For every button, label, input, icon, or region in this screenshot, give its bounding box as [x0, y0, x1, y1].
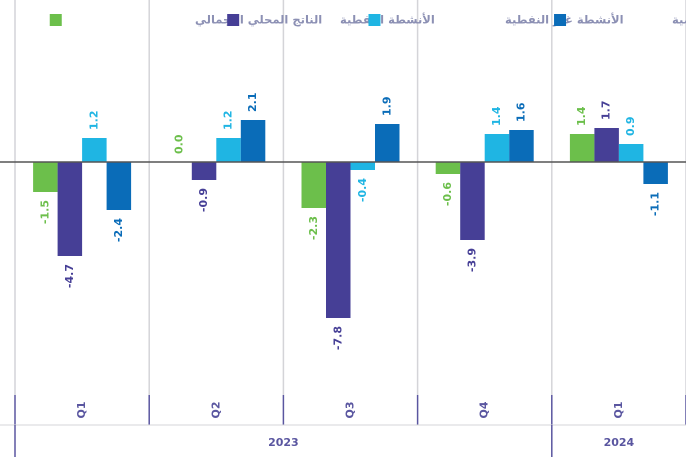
value-label: 1.7	[600, 101, 613, 121]
x-tick-label: Q1	[612, 401, 625, 418]
bar	[484, 134, 510, 162]
year-label: 2023	[268, 436, 299, 449]
value-label: 1.2	[87, 111, 100, 131]
value-label: -3.9	[465, 248, 478, 272]
x-tick-label: Q1	[75, 401, 88, 418]
value-label: 0.0	[173, 134, 186, 154]
bar	[375, 124, 400, 162]
value-label: 1.4	[490, 106, 503, 126]
value-label: -4.7	[63, 264, 76, 288]
legend-swatch	[554, 14, 567, 26]
bar	[326, 162, 351, 318]
legend-label: الأنشطة النفطية	[340, 13, 435, 27]
value-label: -0.6	[441, 182, 454, 206]
value-label: 1.9	[380, 97, 393, 117]
value-label: -0.4	[356, 178, 369, 202]
legend-swatch	[368, 14, 381, 26]
value-label: -2.4	[112, 218, 125, 242]
bar	[33, 162, 58, 192]
bar	[301, 162, 326, 208]
value-label: -1.1	[649, 192, 662, 216]
value-label: 1.4	[575, 106, 588, 126]
bar	[82, 138, 107, 162]
bar	[594, 128, 619, 162]
bar	[106, 162, 132, 210]
x-tick-label: Q2	[209, 401, 222, 418]
x-tick-label: Q3	[344, 401, 357, 418]
bar	[350, 162, 375, 170]
value-label: 1.2	[222, 111, 235, 131]
bar	[569, 134, 595, 162]
bar	[216, 138, 241, 162]
legend-swatch	[227, 14, 240, 26]
bar	[435, 162, 461, 174]
x-tick-label: Q4	[478, 401, 491, 418]
year-label: 2024	[604, 436, 635, 449]
legend-swatch	[49, 14, 62, 26]
value-label: -1.5	[38, 200, 51, 224]
value-label: 0.9	[624, 117, 637, 137]
bar	[460, 162, 485, 240]
value-label: 2.1	[246, 93, 259, 112]
bar	[57, 162, 83, 256]
bar	[509, 130, 534, 162]
value-label: -2.3	[307, 216, 320, 240]
value-label: -7.8	[331, 326, 344, 350]
legend-label: الأنشطة الحكومية	[672, 13, 686, 28]
legend-label: الناتج المحلي الإجمالي	[195, 13, 322, 27]
bar	[240, 120, 266, 162]
bar	[618, 144, 644, 162]
value-label: -0.9	[197, 188, 210, 212]
bar	[191, 162, 217, 180]
value-label: 1.6	[514, 102, 527, 122]
bar	[643, 162, 668, 184]
